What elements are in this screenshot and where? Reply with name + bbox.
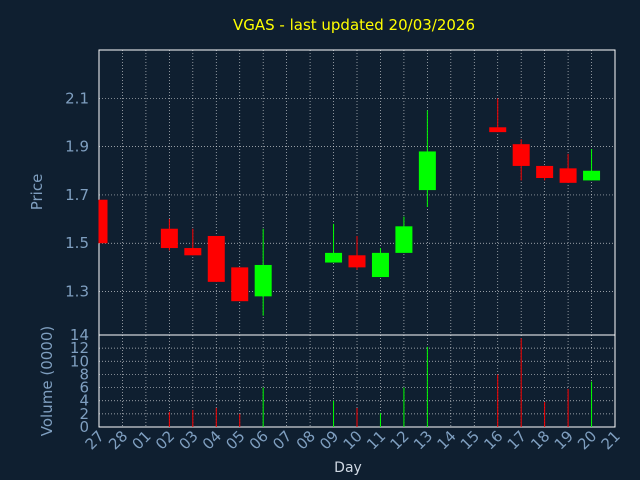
volume-tick-label: 14 <box>70 326 89 344</box>
x-tick-label: 07 <box>269 427 295 453</box>
x-tick-label: 28 <box>105 427 131 453</box>
x-tick-label: 01 <box>129 427 155 453</box>
candle-body <box>395 226 413 253</box>
price-axis-label: Price <box>28 174 46 211</box>
price-tick-label: 1.3 <box>65 283 89 301</box>
volume-tick-label: 2 <box>79 405 89 423</box>
candle-body <box>559 168 577 183</box>
x-tick-label: 14 <box>433 427 459 453</box>
x-tick-label: 08 <box>293 427 319 453</box>
candle-body <box>325 252 343 263</box>
candle-body <box>536 165 554 179</box>
x-tick-label: 11 <box>363 427 389 453</box>
volume-tick-label: 4 <box>79 392 89 410</box>
volume-tick-label: 10 <box>70 352 89 370</box>
x-tick-label: 18 <box>527 427 553 453</box>
chart-title: VGAS - last updated 20/03/2026 <box>233 16 475 34</box>
price-tick-label: 1.5 <box>65 234 89 252</box>
x-tick-label: 05 <box>222 427 248 453</box>
volume-tick-label: 12 <box>70 339 89 357</box>
x-tick-label: 15 <box>457 427 483 453</box>
candle-body <box>371 252 389 278</box>
candle-body <box>254 264 272 297</box>
candle-body <box>160 228 178 249</box>
candle-body <box>348 255 366 268</box>
x-tick-label: 19 <box>551 427 577 453</box>
x-axis: 2728010203040506070809101112131415161718… <box>82 427 624 453</box>
candle-body <box>512 144 530 166</box>
candle-body <box>583 170 601 181</box>
volume-tick-label: 0 <box>79 418 89 436</box>
candle-body <box>184 248 202 256</box>
x-tick-label: 06 <box>246 427 272 453</box>
x-tick-label: 12 <box>387 427 413 453</box>
candle-body <box>489 127 507 133</box>
x-tick-label: 20 <box>574 427 600 453</box>
candle-body <box>231 267 249 302</box>
candle-body <box>418 151 436 191</box>
price-tick-label: 2.1 <box>65 89 89 107</box>
x-axis-label: Day <box>334 460 362 476</box>
x-tick-label: 17 <box>504 427 530 453</box>
x-tick-label: 21 <box>598 427 624 453</box>
x-tick-label: 16 <box>480 427 506 453</box>
candle-body <box>99 199 108 244</box>
x-tick-label: 10 <box>340 427 366 453</box>
volume-axis-label: Volume (0000) <box>38 326 56 436</box>
price-tick-label: 1.9 <box>65 138 89 156</box>
x-tick-label: 02 <box>152 427 178 453</box>
x-tick-label: 09 <box>316 427 342 453</box>
volume-tick-label: 8 <box>79 365 89 383</box>
price-panel: 1.3 1.5 1.7 1.9 2.1 <box>65 49 616 336</box>
x-tick-label: 13 <box>410 427 436 453</box>
candle-body <box>207 235 225 282</box>
x-tick-label: 03 <box>175 427 201 453</box>
volume-tick-label: 6 <box>79 379 89 397</box>
price-tick-label: 1.7 <box>65 186 89 204</box>
x-tick-label: 04 <box>199 427 225 453</box>
